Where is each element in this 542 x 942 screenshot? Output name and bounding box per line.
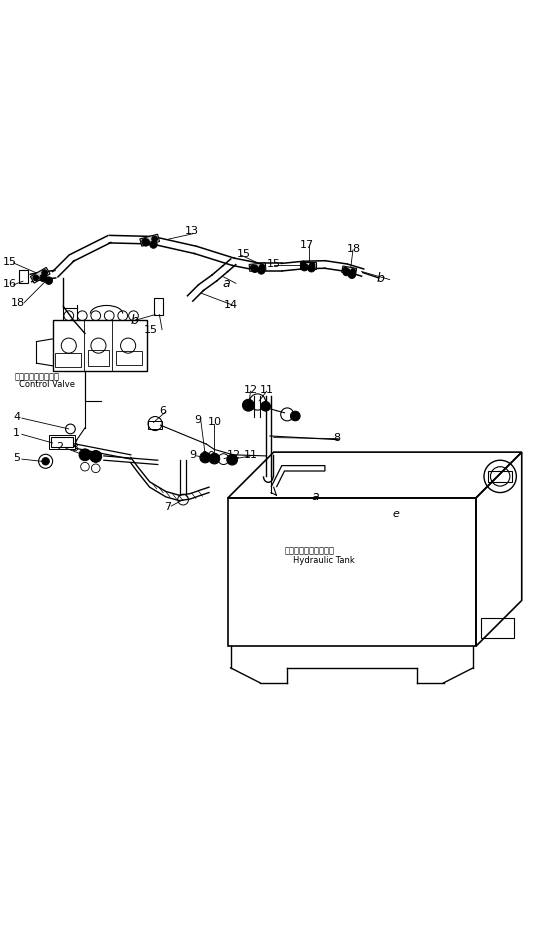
Circle shape bbox=[300, 263, 306, 268]
Text: 12: 12 bbox=[227, 450, 241, 460]
Bar bbox=[49, 435, 75, 449]
Text: 8: 8 bbox=[333, 432, 340, 443]
Circle shape bbox=[308, 265, 315, 272]
Circle shape bbox=[152, 236, 158, 242]
Bar bbox=[19, 269, 28, 284]
Circle shape bbox=[142, 238, 150, 246]
Polygon shape bbox=[140, 235, 159, 246]
Text: 11: 11 bbox=[260, 385, 274, 395]
Text: 12: 12 bbox=[244, 385, 258, 395]
Bar bbox=[88, 349, 109, 365]
Circle shape bbox=[200, 452, 211, 463]
Text: 13: 13 bbox=[185, 226, 199, 236]
Text: 10: 10 bbox=[208, 417, 221, 428]
Circle shape bbox=[251, 265, 259, 272]
Bar bbox=[228, 498, 476, 646]
Circle shape bbox=[242, 399, 254, 411]
Bar bbox=[148, 421, 162, 430]
Text: b: b bbox=[131, 314, 139, 327]
Circle shape bbox=[42, 458, 49, 465]
Circle shape bbox=[260, 264, 264, 269]
Polygon shape bbox=[341, 266, 357, 275]
Circle shape bbox=[301, 264, 308, 271]
Circle shape bbox=[343, 268, 348, 272]
Bar bbox=[51, 437, 73, 447]
Circle shape bbox=[250, 265, 256, 270]
Text: 15: 15 bbox=[267, 259, 281, 268]
Circle shape bbox=[90, 450, 102, 463]
Text: 5: 5 bbox=[13, 453, 20, 463]
Circle shape bbox=[309, 263, 315, 268]
Text: 18: 18 bbox=[346, 244, 360, 253]
Circle shape bbox=[291, 411, 300, 421]
Text: a: a bbox=[312, 491, 319, 503]
Text: 4: 4 bbox=[13, 412, 21, 422]
Circle shape bbox=[142, 238, 147, 244]
Bar bbox=[300, 262, 316, 268]
Polygon shape bbox=[30, 268, 50, 284]
Text: 9: 9 bbox=[195, 415, 202, 426]
Bar bbox=[55, 353, 81, 367]
Circle shape bbox=[209, 453, 220, 464]
Text: Control Valve: Control Valve bbox=[18, 381, 75, 389]
Circle shape bbox=[79, 449, 91, 461]
Circle shape bbox=[150, 241, 157, 249]
Text: 16: 16 bbox=[3, 279, 16, 289]
Bar bbox=[116, 351, 142, 365]
Circle shape bbox=[227, 454, 237, 465]
Bar bbox=[481, 618, 514, 638]
Text: 18: 18 bbox=[11, 298, 25, 308]
Text: 1: 1 bbox=[13, 429, 20, 438]
Circle shape bbox=[45, 277, 53, 284]
Circle shape bbox=[343, 268, 350, 276]
Text: 9: 9 bbox=[189, 450, 196, 460]
Text: 6: 6 bbox=[159, 406, 166, 415]
Polygon shape bbox=[249, 263, 266, 271]
Text: 17: 17 bbox=[300, 239, 314, 250]
Text: 2: 2 bbox=[56, 443, 63, 452]
Text: 14: 14 bbox=[223, 300, 238, 310]
Circle shape bbox=[261, 401, 270, 411]
Text: コントロールバルブ: コントロールバルブ bbox=[15, 372, 60, 382]
Text: 15: 15 bbox=[144, 325, 158, 334]
Text: e: e bbox=[392, 509, 399, 519]
Bar bbox=[154, 299, 163, 315]
Text: ハイドロリックタンク: ハイドロリックタンク bbox=[285, 546, 334, 555]
Circle shape bbox=[40, 274, 47, 282]
Text: 15: 15 bbox=[3, 257, 16, 267]
Text: 15: 15 bbox=[237, 250, 251, 259]
Circle shape bbox=[257, 267, 265, 274]
Bar bbox=[53, 320, 147, 371]
Text: b: b bbox=[376, 272, 384, 285]
Text: a: a bbox=[222, 277, 230, 290]
Text: Hydraulic Tank: Hydraulic Tank bbox=[293, 556, 354, 565]
Text: 10: 10 bbox=[202, 451, 216, 461]
Text: 3: 3 bbox=[72, 444, 79, 453]
Bar bbox=[488, 471, 512, 481]
Text: 7: 7 bbox=[164, 502, 171, 512]
Circle shape bbox=[42, 269, 48, 276]
Text: 11: 11 bbox=[244, 450, 258, 460]
Circle shape bbox=[351, 268, 356, 273]
Circle shape bbox=[33, 275, 38, 281]
Circle shape bbox=[348, 271, 356, 279]
